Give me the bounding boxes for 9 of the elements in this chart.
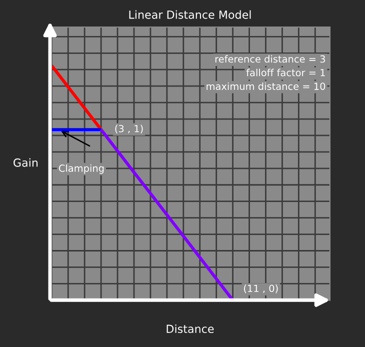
annotation: maximum distance = 10 xyxy=(206,82,326,90)
annotation: (11 , 0) xyxy=(244,284,278,294)
annotation: falloff factor = 1 xyxy=(246,68,325,76)
y-axis-title: Gain xyxy=(14,158,38,167)
annotation: Clamping xyxy=(58,164,104,174)
annotation: (3 , 1) xyxy=(115,124,143,134)
text: reference distance = 3 xyxy=(215,55,325,63)
chart-title: Linear Distance Model xyxy=(129,10,251,19)
x-axis-title: Distance xyxy=(166,324,214,334)
